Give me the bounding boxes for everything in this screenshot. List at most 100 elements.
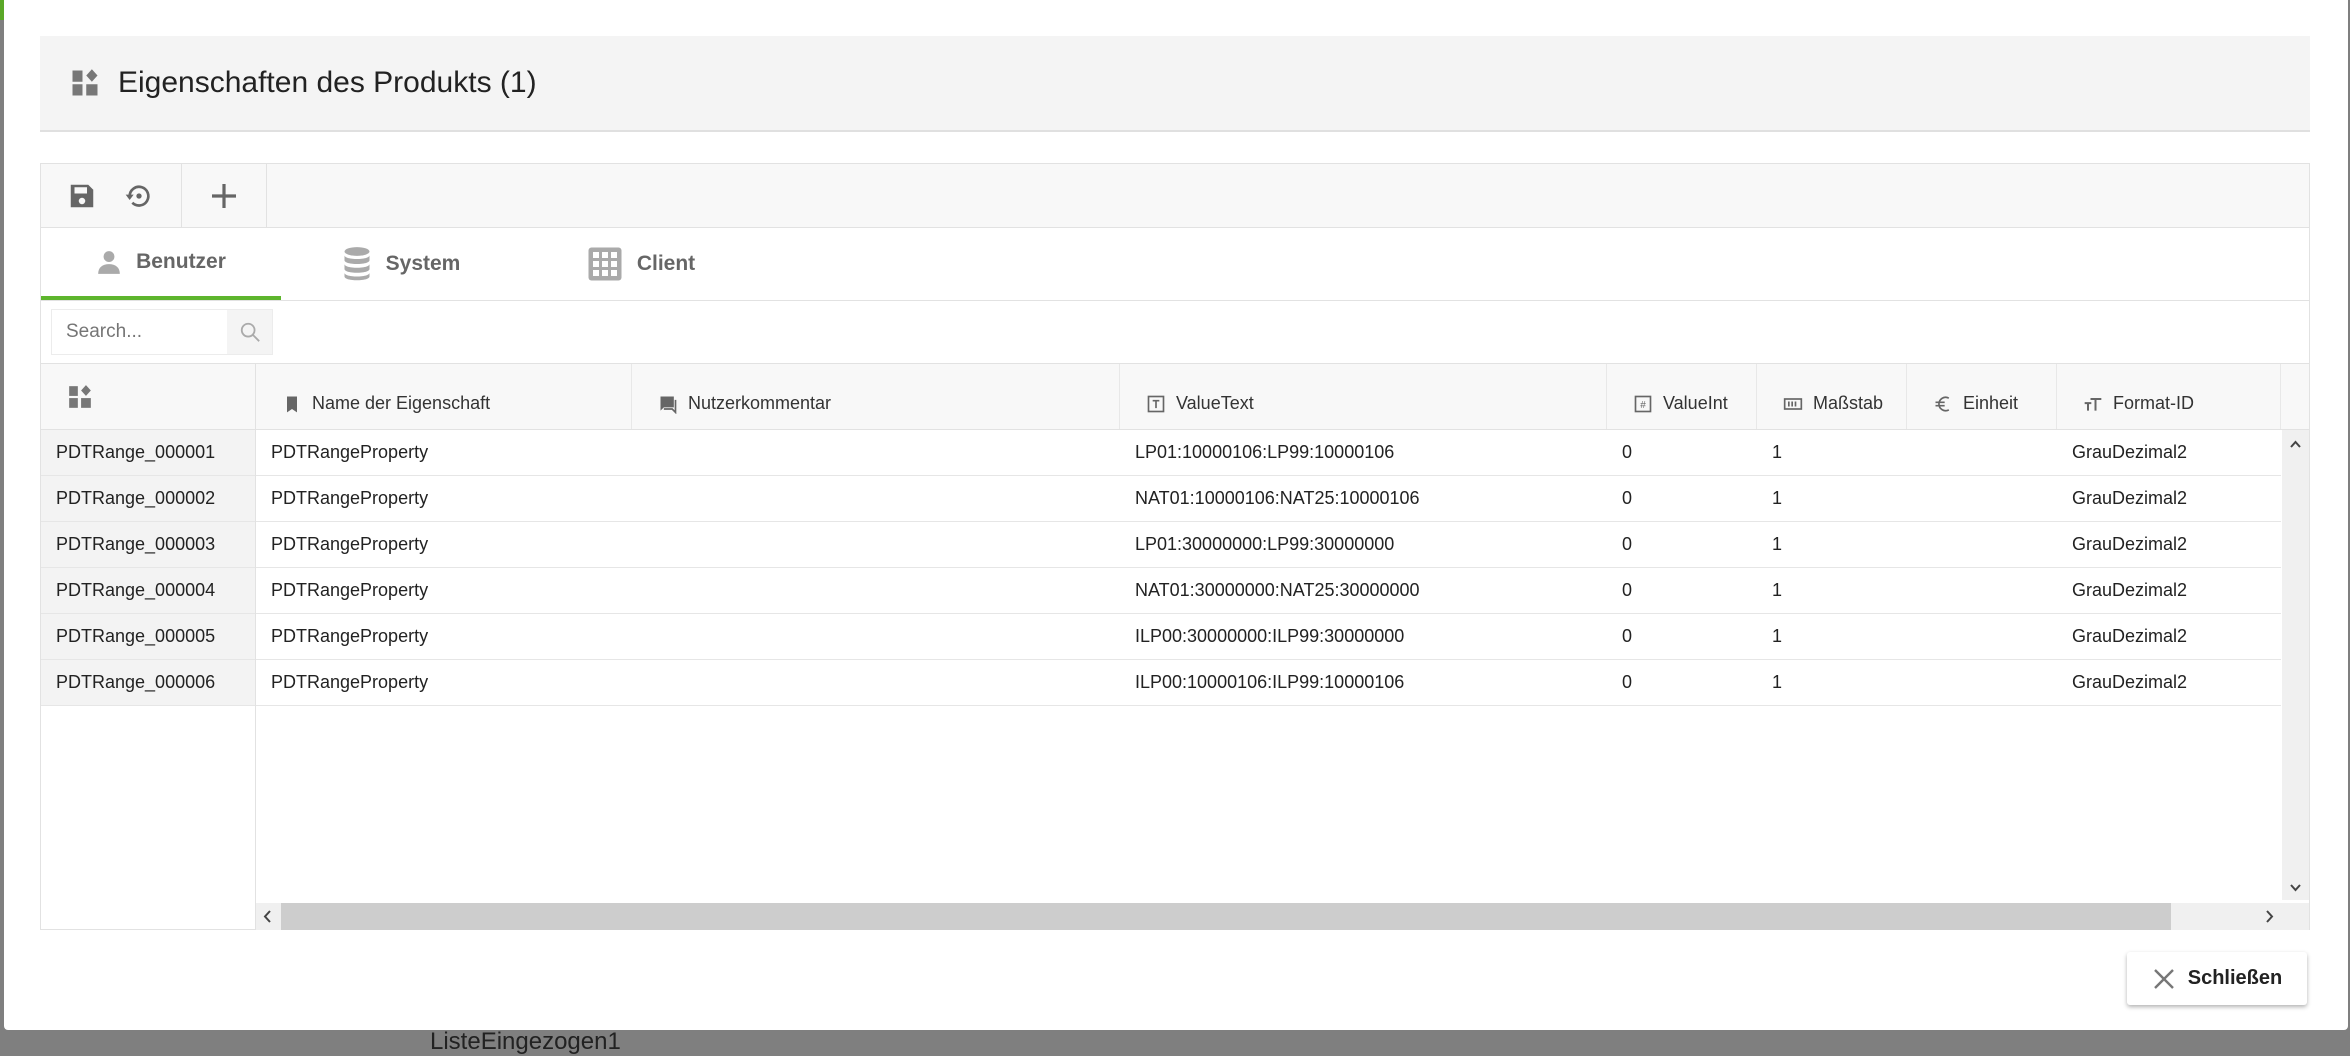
cell-comment[interactable] <box>632 568 1120 613</box>
cell-unit[interactable] <box>1907 430 2057 475</box>
tab-label: Client <box>636 252 696 275</box>
search-input[interactable] <box>52 310 227 354</box>
column-header-label: ValueText <box>1176 393 1254 413</box>
column-header[interactable]: Format-ID <box>2057 364 2281 429</box>
plus-icon[interactable] <box>208 180 240 212</box>
tab-client[interactable]: Client <box>521 228 761 300</box>
table-row[interactable]: PDTRangeProperty NAT01:10000106:NAT25:100… <box>256 476 2281 522</box>
table-row[interactable]: PDTRangeProperty ILP00:30000000:ILP99:300… <box>256 614 2281 660</box>
cell-unit[interactable] <box>1907 614 2057 659</box>
cell-unit[interactable] <box>1907 476 2057 521</box>
chevron-down-icon[interactable] <box>2282 878 2309 898</box>
cell-scale[interactable]: 1 <box>1772 488 1783 508</box>
toolbar <box>41 164 2309 228</box>
cell-scale[interactable]: 1 <box>1772 580 1783 600</box>
column-header[interactable]: Nutzerkommentar <box>632 364 1120 429</box>
row-id-cell[interactable]: PDTRange_000001 <box>41 430 255 476</box>
column-header[interactable]: ValueText <box>1120 364 1607 429</box>
cell-format[interactable]: GrauDezimal2 <box>2072 488 2188 508</box>
cell-name[interactable]: PDTRangeProperty <box>271 626 429 646</box>
column-header-label: Format-ID <box>2113 393 2194 413</box>
tab-label: System <box>385 252 461 275</box>
column-header[interactable]: # ValueInt <box>1607 364 1757 429</box>
database-icon <box>344 247 370 281</box>
text-size-icon <box>2084 398 2102 411</box>
cell-valueInt[interactable]: 0 <box>1622 580 1633 600</box>
chevron-right-icon[interactable] <box>2259 903 2279 930</box>
table-row[interactable]: PDTRangeProperty LP01:30000000:LP99:30000… <box>256 522 2281 568</box>
cell-comment[interactable] <box>632 430 1120 475</box>
scrollbar-thumb[interactable] <box>281 903 2171 930</box>
column-header-label: Einheit <box>1963 393 2019 413</box>
cell-name[interactable]: PDTRangeProperty <box>271 534 429 554</box>
row-id-cell[interactable]: PDTRange_000002 <box>41 476 255 522</box>
save-icon[interactable] <box>67 181 97 211</box>
column-header-label: Maßstab <box>1813 393 1884 413</box>
column-header-label: Nutzerkommentar <box>688 393 832 413</box>
cell-valueInt[interactable]: 0 <box>1622 534 1633 554</box>
close-button[interactable]: Schließen <box>2127 952 2307 1005</box>
column-header[interactable]: Name der Eigenschaft <box>256 364 632 429</box>
ruler-icon <box>1783 398 1803 410</box>
dialog-title: Eigenschaften des Produkts (1) <box>118 66 537 99</box>
chevron-up-icon[interactable] <box>2282 434 2309 454</box>
cell-scale[interactable]: 1 <box>1772 672 1783 692</box>
close-icon <box>2153 968 2174 989</box>
cell-valueText[interactable]: LP01:30000000:LP99:30000000 <box>1135 534 1395 554</box>
column-header[interactable]: Einheit <box>1907 364 2057 429</box>
cell-scale[interactable]: 1 <box>1772 626 1783 646</box>
cell-unit[interactable] <box>1907 568 2057 613</box>
table-row[interactable]: PDTRangeProperty ILP00:10000106:ILP99:100… <box>256 660 2281 706</box>
table-row[interactable]: PDTRangeProperty LP01:10000106:LP99:10000… <box>256 430 2281 476</box>
cell-valueInt[interactable]: 0 <box>1622 672 1633 692</box>
comment-icon <box>660 396 677 414</box>
cell-scale[interactable]: 1 <box>1772 534 1783 554</box>
cell-valueText[interactable]: ILP00:30000000:ILP99:30000000 <box>1135 626 1405 646</box>
column-header[interactable]: Maßstab <box>1757 364 1907 429</box>
row-id-cell[interactable]: PDTRange_000004 <box>41 568 255 614</box>
cell-valueInt[interactable]: 0 <box>1622 442 1633 462</box>
horizontal-scrollbar[interactable] <box>256 903 2309 930</box>
background-text: ListeEingezogen1 <box>430 1028 621 1055</box>
cell-format[interactable]: GrauDezimal2 <box>2072 672 2188 692</box>
cell-valueText[interactable]: NAT01:10000106:NAT25:10000106 <box>1135 488 1420 508</box>
restore-icon[interactable] <box>123 180 155 212</box>
cell-unit[interactable] <box>1907 522 2057 567</box>
grid-icon <box>588 247 622 281</box>
cell-name[interactable]: PDTRangeProperty <box>271 672 429 692</box>
cell-format[interactable]: GrauDezimal2 <box>2072 580 2188 600</box>
tab-label: Benutzer <box>136 250 226 273</box>
row-id-cell[interactable]: PDTRange_000006 <box>41 660 255 706</box>
cell-format[interactable]: GrauDezimal2 <box>2072 534 2188 554</box>
cell-name[interactable]: PDTRangeProperty <box>271 580 429 600</box>
row-id-column: PDTRange_000001 PDTRange_000002 PDTRange_0… <box>41 364 256 930</box>
row-id-cell[interactable]: PDTRange_000005 <box>41 614 255 660</box>
cell-comment[interactable] <box>632 614 1120 659</box>
cell-unit[interactable] <box>1907 660 2057 705</box>
tab-bar: Benutzer System Client <box>41 228 2309 301</box>
widgets-icon <box>69 384 91 408</box>
cell-valueInt[interactable]: 0 <box>1622 488 1633 508</box>
cell-format[interactable]: GrauDezimal2 <box>2072 442 2188 462</box>
cell-valueInt[interactable]: 0 <box>1622 626 1633 646</box>
tab-benutzer[interactable]: Benutzer <box>41 228 281 300</box>
cell-comment[interactable] <box>632 660 1120 705</box>
cell-scale[interactable]: 1 <box>1772 442 1783 462</box>
chevron-left-icon[interactable] <box>258 903 278 930</box>
tab-system[interactable]: System <box>281 228 521 300</box>
row-id-cell[interactable]: PDTRange_000003 <box>41 522 255 568</box>
cell-name[interactable]: PDTRangeProperty <box>271 488 429 508</box>
cell-valueText[interactable]: NAT01:30000000:NAT25:30000000 <box>1135 580 1420 600</box>
cell-comment[interactable] <box>632 522 1120 567</box>
table-row[interactable]: PDTRangeProperty NAT01:30000000:NAT25:300… <box>256 568 2281 614</box>
search-box <box>51 309 273 355</box>
vertical-scrollbar[interactable] <box>2282 430 2309 900</box>
cell-valueText[interactable]: ILP00:10000106:ILP99:10000106 <box>1135 672 1405 692</box>
cell-comment[interactable] <box>632 476 1120 521</box>
cell-name[interactable]: PDTRangeProperty <box>271 442 429 462</box>
search-button[interactable] <box>227 310 272 354</box>
search-icon <box>240 322 260 342</box>
bookmark-icon <box>287 396 297 413</box>
cell-valueText[interactable]: LP01:10000106:LP99:10000106 <box>1135 442 1395 462</box>
cell-format[interactable]: GrauDezimal2 <box>2072 626 2188 646</box>
